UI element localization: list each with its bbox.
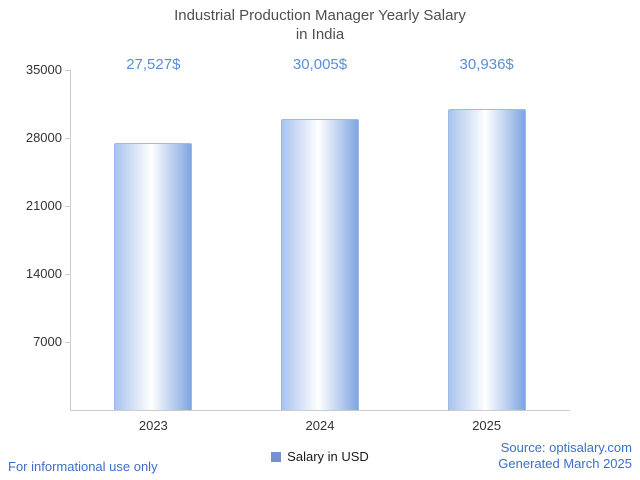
y-axis-line xyxy=(70,70,71,410)
legend-swatch-icon xyxy=(271,451,282,462)
bar-value-label: 30,005$ xyxy=(292,56,348,73)
y-tick-mark xyxy=(65,274,70,275)
source-text: Source: optisalary.com xyxy=(500,440,632,455)
y-tick-mark xyxy=(65,206,70,207)
bar-2023 xyxy=(114,142,193,410)
y-tick-label: 7000 xyxy=(33,334,62,349)
legend-label: Salary in USD xyxy=(287,449,369,464)
y-tick-mark xyxy=(65,342,70,343)
y-tick-label: 28000 xyxy=(25,130,62,145)
source-info: Source: optisalary.com Generated March 2… xyxy=(498,440,632,472)
legend: Salary in USD xyxy=(0,449,640,464)
generated-text: Generated March 2025 xyxy=(498,456,632,471)
bar-2025 xyxy=(447,109,526,410)
x-axis-label: 2023 xyxy=(138,418,168,433)
bar-value-label: 27,527$ xyxy=(126,56,181,73)
chart-title-line1: Industrial Production Manager Yearly Sal… xyxy=(174,7,466,24)
y-tick-mark xyxy=(65,70,70,71)
y-tick-label: 35000 xyxy=(25,62,62,77)
disclaimer-text: For informational use only xyxy=(8,459,158,474)
y-tick-mark xyxy=(65,138,70,139)
x-axis-label: 2025 xyxy=(472,418,502,433)
chart-title-line2: in India xyxy=(295,26,345,43)
bar-value-label: 30,936$ xyxy=(459,56,514,73)
y-tick-label: 14000 xyxy=(25,266,62,281)
y-tick-label: 21000 xyxy=(25,198,62,213)
chart-title: Industrial Production Manager Yearly Sal… xyxy=(0,6,640,44)
x-axis-label: 2024 xyxy=(305,418,335,433)
bar-2024 xyxy=(281,118,359,410)
x-axis-line xyxy=(70,410,570,411)
